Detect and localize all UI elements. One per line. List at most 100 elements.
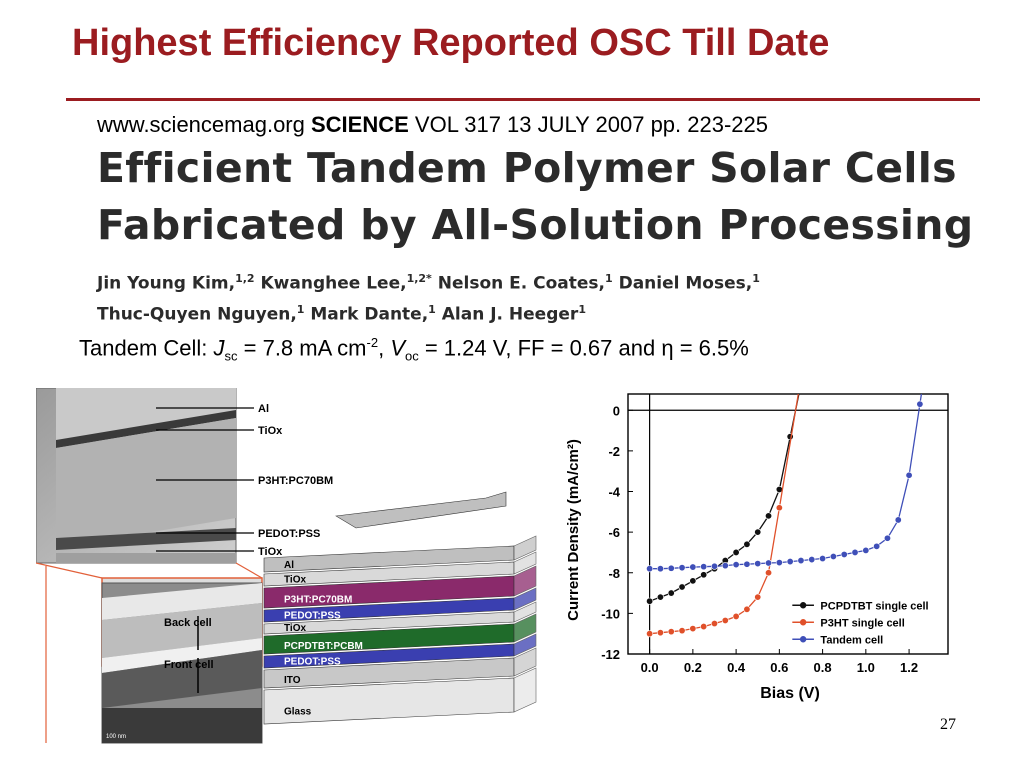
data-point	[883, 534, 891, 542]
data-point	[678, 627, 686, 635]
author-affiliation: 1	[578, 302, 586, 316]
stack-layer-label: P3HT:PC70BM	[284, 594, 352, 605]
data-point	[721, 616, 729, 624]
stack-layer-label: Glass	[284, 706, 312, 717]
data-point	[656, 565, 664, 573]
data-point	[667, 589, 675, 597]
data-point	[862, 546, 870, 554]
plot-frame	[627, 393, 949, 655]
jsc-symbol: J	[213, 335, 225, 361]
data-point	[700, 571, 708, 579]
author-name: Nelson E. Coates,	[437, 273, 605, 294]
data-point	[905, 471, 913, 479]
data-point	[732, 548, 740, 556]
data-point	[667, 628, 675, 636]
data-point	[721, 562, 729, 570]
author-affiliation: 1,2	[235, 272, 255, 285]
citation-journal: SCIENCE	[311, 112, 409, 137]
y-tick-label: -4	[608, 485, 620, 500]
y-tick-label: 0	[613, 403, 620, 418]
data-point	[732, 612, 740, 620]
data-point	[765, 569, 773, 577]
citation-url: www.sciencemag.org	[97, 112, 305, 137]
x-tick-label: 0.6	[770, 660, 788, 675]
author-name: Mark Dante,	[310, 304, 429, 325]
data-point	[797, 557, 805, 565]
authors-line1: Jin Young Kim,1,2 Kwanghee Lee,1,2* Nels…	[97, 266, 760, 297]
title-divider	[66, 98, 980, 101]
data-point	[775, 504, 783, 512]
stack-layer-side	[513, 601, 537, 623]
tem-inset	[101, 582, 263, 744]
citation-details: VOL 317 13 JULY 2007 pp. 223-225	[414, 112, 769, 137]
stack-layer-side	[513, 647, 537, 677]
tem-label-pedot: PEDOT:PSS	[258, 528, 320, 540]
voc-subscript: oc	[405, 348, 419, 364]
y-tick-label: -2	[608, 444, 620, 459]
stack-layer-label: PEDOT:PSS	[284, 611, 341, 622]
data-point	[646, 597, 654, 605]
stack-layer-side	[513, 565, 537, 597]
data-point	[765, 512, 773, 520]
data-point	[689, 625, 697, 633]
data-point	[840, 550, 848, 558]
stack-layer-label: ITO	[284, 675, 301, 686]
author-name: Jin Young Kim,	[97, 273, 236, 294]
jv-chart: 0.0 0.2 0.4 0.6 0.8 1.0 1.2 0 -2 -4 -6 -8 -10 -12 Bia…	[560, 380, 964, 706]
tandem-cell-results: Tandem Cell: Jsc = 7.8 mA cm-2, Voc = 1.…	[79, 335, 749, 364]
chart-series	[646, 393, 924, 638]
jsc-exponent: -2	[366, 335, 379, 350]
citation: www.sciencemag.org SCIENCE VOL 317 13 JU…	[97, 112, 768, 138]
paper-title-line1: Efficient Tandem Polymer Solar Cells	[97, 144, 957, 192]
stack-layer-side	[513, 633, 537, 657]
data-point	[851, 548, 859, 556]
legend-entry: PCPDTBT single cell	[820, 600, 928, 612]
chart-legend: PCPDTBT single cell P3HT single cell Tande…	[792, 600, 929, 646]
legend-swatch-marker	[799, 619, 807, 626]
stack-layer-side	[513, 535, 537, 561]
tem-arrows	[156, 407, 254, 552]
y-tick-label: -8	[608, 566, 620, 581]
voc-value: = 1.24 V, FF = 0.67 and	[418, 335, 662, 361]
data-point	[656, 593, 664, 601]
data-point	[819, 555, 827, 563]
separator: ,	[378, 335, 391, 361]
eta-symbol: η	[661, 335, 674, 361]
data-point	[754, 560, 762, 568]
top-electrode	[335, 491, 507, 529]
scale-bar-label: 100 nm	[106, 734, 126, 740]
jsc-value: = 7.8 mA cm	[237, 335, 367, 361]
authors-line2: Thuc-Quyen Nguyen,1 Mark Dante,1 Alan J.…	[97, 297, 760, 328]
eta-value: = 6.5%	[673, 335, 749, 361]
tem-label-tiox-top: TiOx	[258, 425, 283, 437]
author-affiliation: 1	[428, 302, 436, 316]
author-affiliation: 1	[296, 302, 305, 316]
author-name: Alan J. Heeger	[441, 304, 579, 325]
stack-layer-label: Al	[284, 560, 294, 571]
y-tick-label: -12	[601, 647, 620, 662]
stack-layer-side	[513, 613, 537, 643]
jsc-subscript: sc	[224, 348, 238, 364]
y-tick-label: -10	[601, 606, 620, 621]
data-point	[743, 605, 751, 613]
tem-label-al: Al	[258, 403, 269, 415]
x-tick-label: 1.2	[900, 660, 918, 675]
data-point	[873, 542, 881, 550]
author-name: Thuc-Quyen Nguyen,	[97, 304, 297, 325]
data-point	[710, 620, 718, 628]
stack-layer-label: PCPDTBT:PCBM	[284, 641, 363, 652]
stack-layer-side	[513, 667, 537, 713]
legend-entry: Tandem cell	[820, 634, 883, 646]
x-axis-label: Bias (V)	[760, 685, 820, 702]
data-point	[754, 593, 762, 601]
stack-layer-side	[513, 551, 537, 575]
author-name: Daniel Moses,	[618, 273, 753, 294]
data-point	[916, 400, 924, 408]
paper-title: Efficient Tandem Polymer Solar Cells Fab…	[97, 140, 973, 254]
stack-layer-label: TiOx	[284, 575, 306, 586]
stack-layer-side	[513, 587, 537, 611]
data-point	[754, 528, 762, 536]
data-point	[732, 561, 740, 569]
data-point	[775, 559, 783, 567]
author-affiliation: 1,2*	[406, 272, 432, 285]
